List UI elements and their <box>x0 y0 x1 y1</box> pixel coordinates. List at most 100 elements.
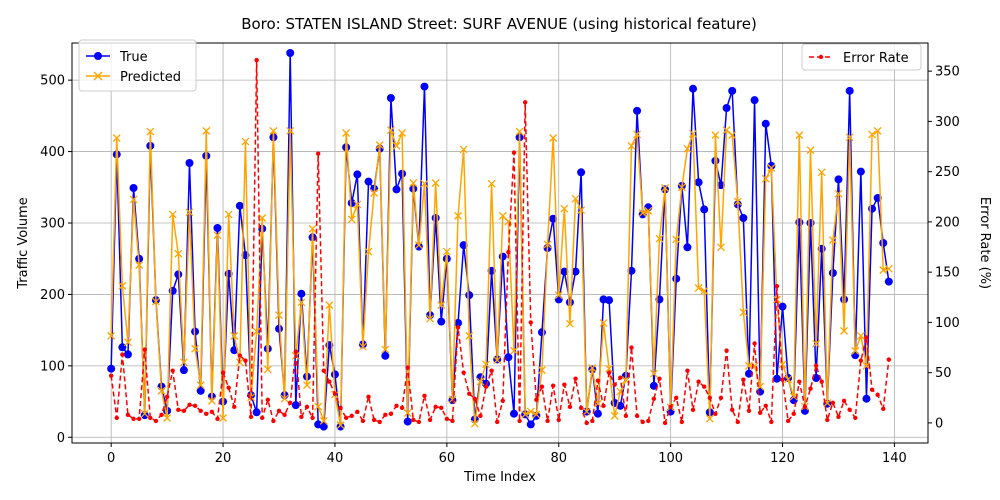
error-rate-point <box>276 408 282 414</box>
error-rate-point <box>444 416 450 422</box>
predicted-point <box>538 366 546 375</box>
true-point <box>431 214 440 222</box>
predicted-point <box>207 396 216 405</box>
error-rate-point <box>198 408 203 414</box>
true-point <box>459 241 468 250</box>
error-rate-point <box>371 417 377 423</box>
predicted-point <box>140 409 149 418</box>
y2-tick-label: 200 <box>935 215 960 230</box>
error-rate-point <box>567 404 573 410</box>
error-rate-point <box>517 418 522 424</box>
true-point <box>683 243 692 252</box>
x-tick-label: 140 <box>882 451 907 466</box>
error-rate-point <box>847 407 852 413</box>
y-axis-title: Traffic Volume <box>16 197 31 290</box>
predicted-point <box>319 416 328 425</box>
error-rate-point <box>248 414 254 420</box>
predicted-point <box>426 314 435 323</box>
error-rate-point <box>439 405 444 411</box>
predicted-point <box>308 224 317 233</box>
predicted-point <box>224 210 233 219</box>
predicted-point <box>314 402 323 411</box>
true-point <box>565 298 574 307</box>
predicted-point <box>275 311 283 320</box>
predicted-point <box>179 358 188 367</box>
error-rate-point <box>556 417 561 423</box>
predicted-point <box>515 127 524 136</box>
predicted-point <box>571 194 580 203</box>
predicted-point <box>565 319 574 328</box>
error-rate-point <box>713 411 718 417</box>
error-rate-point <box>433 404 438 410</box>
error-rate-point <box>735 419 740 425</box>
true-point <box>750 96 759 105</box>
predicted-point <box>789 392 798 401</box>
true-point <box>174 270 183 279</box>
predicted-point <box>403 409 412 417</box>
true-point <box>605 296 614 305</box>
predicted-point <box>560 204 569 213</box>
predicted-point <box>711 131 720 140</box>
predicted-point <box>157 386 166 395</box>
error-rate-point <box>254 57 259 63</box>
error-rate-point <box>343 415 349 421</box>
error-rate-point <box>327 379 332 384</box>
true-point <box>778 302 787 311</box>
true-point <box>851 351 860 360</box>
predicted-point <box>661 184 670 192</box>
error-rate-point <box>629 345 634 350</box>
true-point <box>722 104 731 112</box>
true-point <box>185 159 194 167</box>
error-rate-point <box>472 396 478 401</box>
error-rate-point <box>399 405 405 411</box>
predicted-point <box>364 247 373 256</box>
predicted-point <box>532 410 541 419</box>
predicted-point <box>868 130 877 139</box>
predicted-point <box>638 209 647 217</box>
error-rate-point <box>187 402 192 408</box>
predicted-point <box>504 217 513 226</box>
predicted-point <box>347 215 356 224</box>
predicted-point <box>554 291 563 300</box>
predicted-point <box>605 364 614 373</box>
error-rate-point <box>321 368 326 373</box>
predicted-point <box>655 234 664 243</box>
y2-tick-label: 300 <box>935 115 960 130</box>
error-rate-point <box>332 391 338 396</box>
true-point <box>129 184 138 192</box>
error-rate-point <box>176 407 181 413</box>
predicted-point <box>806 146 815 155</box>
error-rate-point <box>724 348 729 353</box>
legend-left-box <box>78 39 197 92</box>
predicted-point <box>286 126 295 135</box>
predicted-point <box>784 375 793 384</box>
predicted-point <box>107 331 116 340</box>
true-point <box>840 295 849 304</box>
true-point <box>537 328 546 337</box>
predicted-point <box>717 243 725 252</box>
x-tick-label: 60 <box>439 451 456 466</box>
predicted-point <box>353 200 362 209</box>
predicted-point <box>325 301 334 310</box>
predicted-point <box>196 381 205 390</box>
x-tick-label: 0 <box>107 451 115 466</box>
error-rate-point <box>875 392 880 397</box>
error-rate-point <box>858 358 864 363</box>
predicted-point <box>386 126 395 135</box>
predicted-point <box>767 164 776 172</box>
true-point <box>767 161 776 170</box>
error-rate-point <box>388 411 394 417</box>
predicted-point <box>174 249 183 258</box>
legend-true-marker <box>94 52 102 60</box>
error-rate-point <box>640 419 645 425</box>
predicted-point <box>241 137 250 146</box>
error-rate-point <box>539 384 545 389</box>
x-tick-label: 120 <box>770 451 795 466</box>
predicted-point <box>263 365 272 374</box>
predicted-point <box>414 241 423 250</box>
true-point <box>386 94 395 102</box>
error-rate-point <box>662 420 668 426</box>
error-rate-point <box>500 398 505 403</box>
error-rate-point <box>355 409 360 415</box>
error-rate-point <box>601 403 606 409</box>
